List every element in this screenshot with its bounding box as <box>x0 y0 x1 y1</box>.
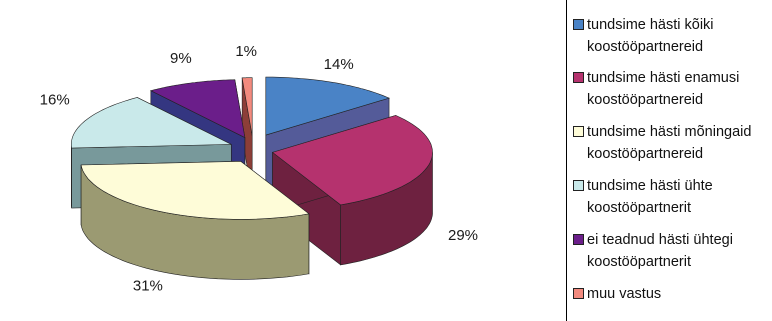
legend-swatch <box>573 288 584 299</box>
legend-label-cont: koostööpartnerit <box>587 200 691 216</box>
legend-label: tundsime hästi mõningaid <box>587 124 752 140</box>
legend-label-cont: koostööpartnereid <box>587 92 704 108</box>
slice-percent-label: 29% <box>448 227 478 244</box>
pie-slice <box>71 97 232 149</box>
legend-label: ei teadnud hästi ühtegi <box>587 232 733 248</box>
pie-slice <box>271 115 433 206</box>
pie-chart: 14% 29% 31% 16% 9% 1% <box>40 43 478 294</box>
pie-slice <box>149 79 246 139</box>
slice-percent-label: 9% <box>170 50 192 67</box>
pie-labels: 14% 29% 31% 16% 9% 1% <box>40 43 478 294</box>
legend-swatch <box>573 234 584 245</box>
slice-percent-label: 31% <box>133 277 163 294</box>
legend-swatch <box>573 126 584 137</box>
pie-tops <box>71 76 433 220</box>
slice-percent-label: 1% <box>235 43 257 60</box>
slice-percent-label: 14% <box>324 56 354 73</box>
legend-label: muu vastus <box>587 286 662 302</box>
pie-slice <box>80 161 310 220</box>
legend-label-cont: koostööpartnerit <box>587 254 691 270</box>
pie-slice <box>241 77 253 136</box>
legend-label-cont: koostööpartnereid <box>587 146 704 162</box>
pie-slice <box>265 76 390 136</box>
legend-label-cont: koostööpartnereid <box>587 39 704 55</box>
legend-label: tundsime hästi enamusi <box>587 70 740 86</box>
legend-swatch <box>573 180 584 191</box>
legend-swatch <box>573 19 584 30</box>
chart-legend: tundsime hästi kõiki koostööpartnereid tun… <box>566 0 772 321</box>
legend-label: tundsime hästi kõiki <box>587 17 714 33</box>
legend-label: tundsime hästi ühte <box>587 178 713 194</box>
legend-swatch <box>573 72 584 83</box>
slice-percent-label: 16% <box>40 91 70 108</box>
